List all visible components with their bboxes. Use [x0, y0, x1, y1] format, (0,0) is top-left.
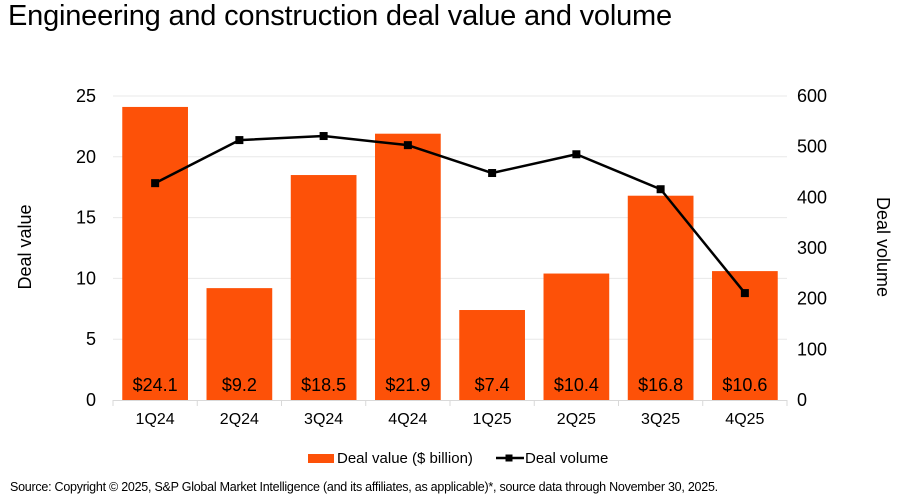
y-right-tick-label: 0 — [797, 390, 807, 410]
y-right-tick-label: 400 — [797, 187, 827, 207]
bar-1q25 — [459, 310, 525, 400]
y-axis-left-label: Deal value — [15, 204, 35, 289]
deal-volume-marker-1q25 — [488, 169, 497, 178]
y-right-tick-label: 600 — [797, 86, 827, 106]
deal-volume-marker-3q25 — [656, 185, 665, 194]
x-tick-label: 1Q25 — [473, 411, 512, 428]
x-tick-label: 4Q24 — [388, 411, 427, 428]
x-tick-label: 2Q25 — [557, 411, 596, 428]
deal-volume-marker-1q24 — [151, 179, 160, 188]
data-label: $9.2 — [222, 375, 257, 395]
y-left-tick-label: 10 — [76, 268, 96, 288]
deal-volume-marker-2q24 — [235, 136, 244, 145]
x-tick-label: 4Q25 — [725, 411, 764, 428]
data-label: $24.1 — [133, 375, 178, 395]
legend-swatch-deal-value — [308, 454, 334, 463]
bar-2q24 — [206, 288, 273, 400]
y-left-tick-label: 25 — [76, 86, 96, 106]
legend: Deal value ($ billion) Deal volume — [308, 450, 608, 467]
y-left-tick-label: 0 — [86, 390, 96, 410]
bar-3q24 — [290, 175, 357, 400]
x-tick-label: 3Q24 — [304, 411, 343, 428]
deal-volume-line — [151, 132, 749, 298]
y-right-tick-label: 100 — [797, 339, 827, 359]
bar-3q25 — [627, 195, 694, 400]
data-label: $18.5 — [301, 375, 346, 395]
bar-2q25 — [543, 273, 610, 400]
legend-label-deal-volume: Deal volume — [525, 450, 608, 467]
legend-label-deal-value: Deal value ($ billion) — [337, 450, 473, 467]
bar-1q24 — [122, 106, 188, 400]
x-tick-label: 2Q24 — [220, 411, 259, 428]
deal-volume-marker-3q24 — [319, 132, 328, 141]
data-label: $10.6 — [722, 375, 767, 395]
deal-volume-polyline — [154, 134, 746, 294]
bars — [122, 106, 778, 401]
y-right-tick-label: 200 — [797, 289, 827, 309]
deal-volume-marker-4q24 — [403, 141, 412, 150]
y-left-tick-label: 20 — [76, 147, 96, 167]
data-label: $10.4 — [554, 375, 599, 395]
y-axis-right-label: Deal volume — [873, 197, 893, 297]
y-right-tick-label: 500 — [797, 137, 827, 157]
y-axis-right: 0 100 200 300 400 500 600 — [797, 86, 827, 410]
y-left-tick-label: 15 — [76, 208, 96, 228]
bar-4q24 — [375, 133, 441, 401]
x-axis: 1Q24 2Q24 3Q24 4Q24 1Q25 2Q25 3Q25 4Q25 — [112, 400, 788, 428]
x-tick-label: 1Q24 — [136, 411, 175, 428]
legend-marker-deal-volume — [505, 454, 513, 462]
deal-volume-marker-2q25 — [572, 150, 581, 159]
y-right-tick-label: 300 — [797, 238, 827, 258]
y-axis-left: 0 5 10 15 20 25 — [76, 86, 96, 410]
deal-volume-marker-4q25 — [740, 289, 749, 298]
chart-title: Engineering and construction deal value … — [8, 0, 672, 32]
data-label: $7.4 — [475, 375, 510, 395]
source-note: Source: Copyright © 2025, S&P Global Mar… — [10, 480, 718, 494]
y-left-tick-label: 5 — [86, 329, 96, 349]
data-label: $21.9 — [385, 375, 430, 395]
x-tick-label: 3Q25 — [641, 411, 680, 428]
data-labels: $24.1 $9.2 $18.5 $21.9 $7.4 $10.4 $16.8 $10.6 — [133, 375, 768, 395]
data-label: $16.8 — [638, 375, 683, 395]
